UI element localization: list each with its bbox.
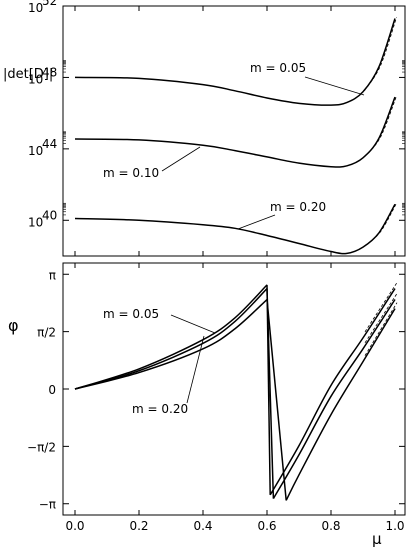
- bottom-panel-frame: [62, 262, 406, 516]
- bottom-series-line: [285, 308, 396, 501]
- bottom-x-axis-title: μ: [372, 530, 382, 548]
- top-y-axis-title: |det[D]|: [3, 67, 53, 82]
- bottom-series-dashed: [364, 293, 398, 344]
- bottom-y-tick-label: 0: [48, 383, 56, 397]
- top-annot-m005: m = 0.05: [250, 61, 306, 75]
- top-annot-m010: m = 0.10: [103, 166, 159, 180]
- top-y-tick-label: 10: [28, 72, 43, 86]
- bottom-series-line: [272, 299, 396, 499]
- top-series-line: [74, 96, 396, 168]
- leader-line-bottom-m005: [170, 314, 216, 334]
- bottom-x-tick-label: 0.6: [257, 519, 276, 533]
- top-y-tick-label: 10: [28, 144, 43, 158]
- bottom-y-axis-title: φ: [8, 316, 19, 335]
- bottom-x-tick-label: 0.0: [65, 519, 84, 533]
- top-series-dashed: [364, 17, 397, 91]
- bottom-series-line: [269, 288, 396, 496]
- bottom-annot-m020: m = 0.20: [132, 402, 188, 416]
- bottom-series-dashed: [364, 302, 398, 356]
- bottom-series-jump: [266, 288, 275, 499]
- bottom-x-tick-label: 1.0: [385, 519, 404, 533]
- bottom-series-line: [74, 298, 268, 390]
- bottom-series-line: [74, 284, 268, 390]
- top-y-tick-exponent: 44: [42, 137, 57, 151]
- leader-line-top-m010: [161, 146, 201, 172]
- bottom-series-jump: [266, 299, 287, 501]
- top-series-line: [74, 203, 396, 255]
- top-y-tick-label: 10: [28, 1, 43, 15]
- bottom-series-dashed: [364, 282, 398, 333]
- bottom-panel-marks: 0.0 0.2 0.4 0.6 0.8 1.0 π π/2 0 −π/2 −π: [27, 263, 405, 533]
- top-series-dashed: [364, 203, 397, 247]
- bottom-y-tick-label: π: [49, 268, 56, 282]
- bottom-x-tick-label: 0.8: [321, 519, 340, 533]
- bottom-x-tick-label: 0.4: [193, 519, 212, 533]
- bottom-y-tick-label: π/2: [37, 326, 56, 340]
- leader-line-top-m020: [237, 214, 276, 230]
- leader-line-top-m005: [304, 76, 365, 96]
- bottom-annot-m005: m = 0.05: [103, 307, 159, 321]
- bottom-x-tick-label: 0.2: [129, 519, 148, 533]
- top-series-dashed: [364, 95, 397, 158]
- leader-line-bottom-m020: [186, 335, 205, 404]
- top-y-tick-label: 10: [28, 215, 43, 229]
- bottom-series-line: [74, 288, 268, 390]
- bottom-y-tick-label: −π: [39, 498, 56, 512]
- bottom-y-tick-label: −π/2: [27, 440, 56, 454]
- top-panel-frame: [62, 5, 406, 257]
- top-annot-m020: m = 0.20: [270, 200, 326, 214]
- top-y-tick-exponent: 40: [42, 208, 57, 222]
- top-y-tick-exponent: 52: [42, 0, 57, 8]
- top-series-line: [74, 18, 396, 106]
- top-y-tick-exponent: 48: [42, 65, 57, 79]
